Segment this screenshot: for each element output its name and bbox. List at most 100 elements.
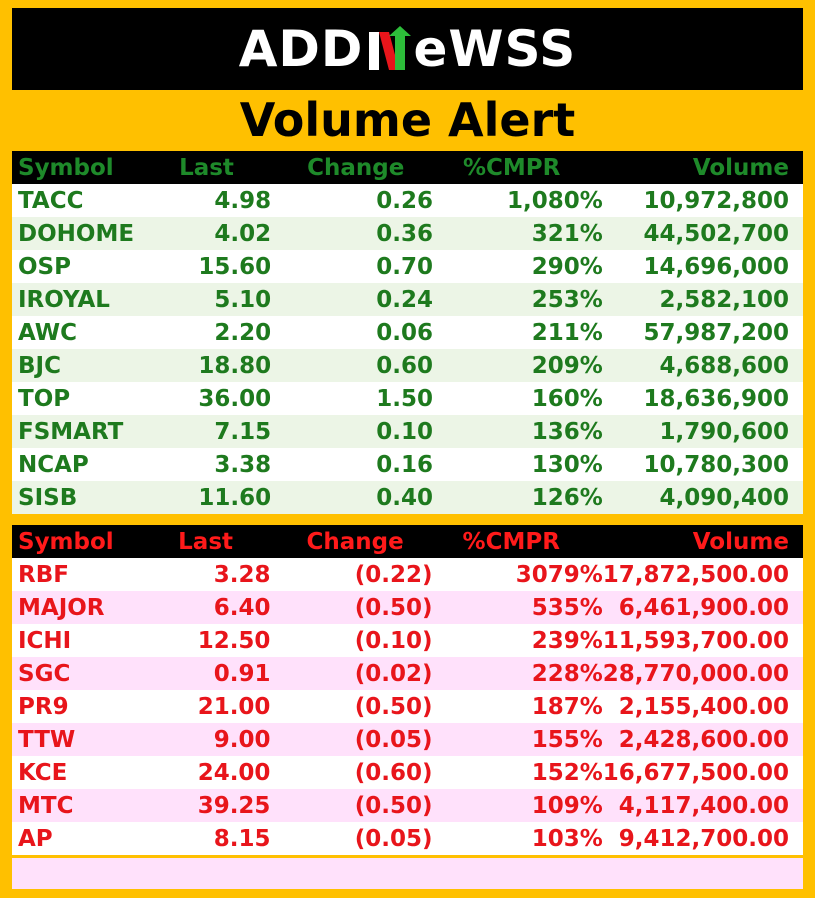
last-cell: 21.00 bbox=[172, 690, 271, 723]
symbol-cell: TTW bbox=[12, 723, 173, 756]
last-cell: 11.60 bbox=[173, 481, 272, 514]
volume-cell: 10,972,800 bbox=[602, 184, 803, 217]
cmpr-cell: 187% bbox=[432, 690, 603, 723]
cmpr-cell: 160% bbox=[433, 382, 603, 415]
table-row: TTW 9.00 (0.05) 155% 2,428,600.00 bbox=[12, 723, 803, 756]
col-header-cmpr: %CMPR bbox=[433, 151, 603, 184]
last-cell: 3.38 bbox=[173, 448, 272, 481]
volume-cell: 4,688,600 bbox=[602, 349, 803, 382]
symbol-cell: PR9 bbox=[12, 690, 173, 723]
change-cell: 0.26 bbox=[271, 184, 433, 217]
symbol-cell: FSMART bbox=[12, 415, 174, 448]
cmpr-cell: 321% bbox=[433, 217, 603, 250]
last-cell: 12.50 bbox=[172, 624, 271, 657]
logo-bar: ADD eWSS bbox=[12, 8, 803, 90]
symbol-cell: SGC bbox=[12, 657, 173, 690]
volume-cell: 4,090,400 bbox=[602, 481, 803, 514]
gainers-table: Symbol Last Change %CMPR Volume TACC 4.98… bbox=[12, 151, 803, 514]
change-cell: (0.05) bbox=[270, 723, 433, 756]
symbol-cell: SISB bbox=[12, 481, 174, 514]
volume-cell: 11,593,700.00 bbox=[602, 624, 803, 657]
table-row: OSP 15.60 0.70 290% 14,696,000 bbox=[12, 250, 803, 283]
symbol-cell: AP bbox=[12, 822, 173, 855]
cmpr-cell: 109% bbox=[432, 789, 603, 822]
change-cell: (0.05) bbox=[270, 822, 433, 855]
change-cell: (0.50) bbox=[270, 591, 433, 624]
table-row: MAJOR 6.40 (0.50) 535% 6,461,900.00 bbox=[12, 591, 803, 624]
symbol-cell: IROYAL bbox=[12, 283, 174, 316]
volume-cell: 57,987,200 bbox=[602, 316, 803, 349]
gainers-header-row: Symbol Last Change %CMPR Volume bbox=[12, 151, 803, 184]
col-header-change: Change bbox=[270, 525, 433, 558]
cmpr-cell: 155% bbox=[432, 723, 603, 756]
change-cell: 0.24 bbox=[271, 283, 433, 316]
col-header-cmpr: %CMPR bbox=[432, 525, 603, 558]
change-cell: (0.02) bbox=[270, 657, 433, 690]
symbol-cell: BJC bbox=[12, 349, 174, 382]
cmpr-cell: 253% bbox=[433, 283, 603, 316]
symbol-cell: KCE bbox=[12, 756, 173, 789]
volume-cell: 2,582,100 bbox=[602, 283, 803, 316]
volume-cell: 18,636,900 bbox=[602, 382, 803, 415]
volume-cell: 4,117,400.00 bbox=[602, 789, 803, 822]
volume-alert-card: ADD eWSS Volume Alert Symbol Last Change… bbox=[12, 8, 803, 889]
cmpr-cell: 1,080% bbox=[433, 184, 603, 217]
table-row: DOHOME 4.02 0.36 321% 44,502,700 bbox=[12, 217, 803, 250]
table-row: AP 8.15 (0.05) 103% 9,412,700.00 bbox=[12, 822, 803, 855]
change-cell: 1.50 bbox=[271, 382, 433, 415]
losers-table: Symbol Last Change %CMPR Volume RBF 3.28(… bbox=[12, 525, 803, 855]
table-row: SISB 11.60 0.40 126% 4,090,400 bbox=[12, 481, 803, 514]
col-header-volume: Volume bbox=[602, 525, 803, 558]
cmpr-cell: 211% bbox=[433, 316, 603, 349]
cmpr-cell: 290% bbox=[433, 250, 603, 283]
change-cell: 0.36 bbox=[271, 217, 433, 250]
table-row: KCE 24.00 (0.60) 152% 16,677,500.00 bbox=[12, 756, 803, 789]
last-cell: 3.28 bbox=[172, 558, 271, 591]
col-header-symbol: Symbol bbox=[12, 525, 173, 558]
volume-cell: 2,428,600.00 bbox=[602, 723, 803, 756]
cmpr-cell: 228% bbox=[432, 657, 603, 690]
change-cell: 0.16 bbox=[271, 448, 433, 481]
cmpr-cell: 103% bbox=[432, 822, 603, 855]
table-row: IROYAL 5.10 0.24 253% 2,582,100 bbox=[12, 283, 803, 316]
change-cell: 0.70 bbox=[271, 250, 433, 283]
last-cell: 4.98 bbox=[173, 184, 272, 217]
brand-logo: ADD eWSS bbox=[239, 24, 577, 74]
cmpr-cell: 152% bbox=[432, 756, 603, 789]
last-cell: 5.10 bbox=[173, 283, 272, 316]
col-header-last: Last bbox=[173, 151, 272, 184]
last-cell: 7.15 bbox=[173, 415, 272, 448]
cmpr-cell: 136% bbox=[433, 415, 603, 448]
change-cell: 0.06 bbox=[271, 316, 433, 349]
symbol-cell: MTC bbox=[12, 789, 173, 822]
last-cell: 15.60 bbox=[173, 250, 272, 283]
volume-cell: 10,780,300 bbox=[602, 448, 803, 481]
table-row: TOP 36.00 1.50 160% 18,636,900 bbox=[12, 382, 803, 415]
symbol-cell: DOHOME bbox=[12, 217, 174, 250]
n-chart-mark-icon bbox=[369, 26, 412, 70]
volume-cell: 17,872,500.00 bbox=[602, 558, 803, 591]
symbol-cell: RBF bbox=[12, 558, 173, 591]
cmpr-cell: 130% bbox=[433, 448, 603, 481]
cmpr-cell: 209% bbox=[433, 349, 603, 382]
cmpr-cell: 126% bbox=[433, 481, 603, 514]
losers-header-row: Symbol Last Change %CMPR Volume bbox=[12, 525, 803, 558]
last-cell: 18.80 bbox=[173, 349, 272, 382]
volume-cell: 14,696,000 bbox=[602, 250, 803, 283]
last-cell: 4.02 bbox=[173, 217, 272, 250]
last-cell: 0.91 bbox=[172, 657, 271, 690]
table-row: PR9 21.00 (0.50) 187% 2,155,400.00 bbox=[12, 690, 803, 723]
symbol-cell: MAJOR bbox=[12, 591, 173, 624]
col-header-last: Last bbox=[172, 525, 271, 558]
symbol-cell: NCAP bbox=[12, 448, 174, 481]
table-row: FSMART 7.15 0.10 136% 1,790,600 bbox=[12, 415, 803, 448]
cmpr-cell: 239% bbox=[432, 624, 603, 657]
symbol-cell: AWC bbox=[12, 316, 174, 349]
last-cell: 39.25 bbox=[172, 789, 271, 822]
last-cell: 9.00 bbox=[172, 723, 271, 756]
symbol-cell: TACC bbox=[12, 184, 174, 217]
volume-cell: 1,790,600 bbox=[602, 415, 803, 448]
volume-cell: 44,502,700 bbox=[602, 217, 803, 250]
last-cell: 24.00 bbox=[172, 756, 271, 789]
logo-text-right: eWSS bbox=[413, 20, 577, 78]
